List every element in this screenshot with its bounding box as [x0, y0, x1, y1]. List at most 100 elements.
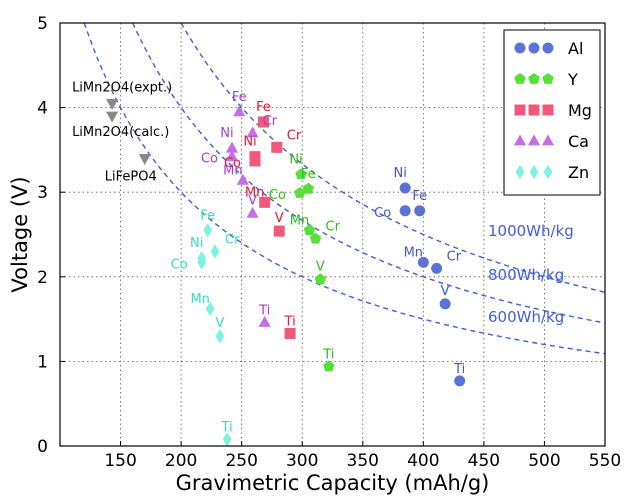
legend-label: Al [568, 39, 583, 58]
legend: Al Y Mg Ca Zn [503, 29, 601, 196]
energy-curves [83, 22, 606, 355]
y-tick-label: 0 [37, 437, 48, 457]
data-point-label: Fe [200, 208, 215, 223]
energy-curve-label: 800Wh/kg [488, 266, 564, 284]
data-point-ca [236, 173, 249, 185]
data-point-label: Ni [243, 135, 256, 150]
data-point-label: V [316, 259, 325, 274]
data-points [197, 105, 466, 447]
data-point-label: Mn [404, 245, 423, 260]
data-point-al [414, 205, 426, 217]
data-point-al [417, 256, 429, 268]
data-point-label: Ti [258, 303, 270, 318]
reference-point [138, 153, 151, 165]
data-point-mg [273, 225, 285, 237]
data-point-mg [259, 196, 271, 208]
data-point-zn [203, 223, 213, 238]
x-tick-label: 200 [165, 451, 197, 471]
data-point-label: Ti [284, 314, 296, 329]
data-point-label: Ti [322, 347, 334, 362]
data-point-y [314, 273, 327, 285]
legend-marker-zn [543, 164, 553, 180]
data-point-label: V [248, 193, 257, 208]
legend-label: Mg [568, 101, 592, 120]
data-point-label: Ni [393, 166, 406, 181]
energy-curve [83, 22, 606, 355]
legend-marker-ca [513, 134, 527, 146]
legend-label: Y [567, 70, 578, 89]
data-point-ca [246, 126, 259, 138]
reference-point-label: LiMn2O4(calc.) [72, 125, 169, 140]
data-point-label: Co [201, 152, 218, 167]
data-point-y [295, 168, 307, 180]
data-point-zn [222, 432, 232, 447]
data-point-label: Ti [221, 420, 233, 435]
legend-marker-ca [527, 134, 541, 146]
y-tick-label: 4 [37, 99, 48, 119]
data-point-zn [197, 255, 207, 270]
data-point-label: V [441, 284, 450, 299]
data-point-label: Fe [412, 189, 427, 204]
data-point-y [294, 187, 306, 198]
x-tick-label: 450 [468, 451, 500, 471]
legend-marker-y [542, 73, 554, 84]
data-point-label: V [215, 316, 224, 331]
x-tick-label: 350 [347, 451, 379, 471]
data-point-y [309, 232, 322, 244]
legend-marker-al [514, 42, 526, 54]
y-tick-label: 1 [37, 352, 48, 372]
data-point-mg [284, 327, 296, 339]
data-point-al [439, 298, 451, 310]
plot-frame [59, 22, 606, 447]
legend-marker-mg [514, 104, 526, 116]
x-tick-label: 300 [286, 451, 318, 471]
data-point-label: Mn [245, 185, 264, 200]
legend-marker-zn [529, 164, 539, 180]
legend-marker-y [528, 73, 540, 84]
data-point-label: Fe [232, 90, 247, 105]
data-point-label: Ni [220, 126, 233, 141]
data-point-label: Cr [447, 249, 462, 264]
data-point-mg [271, 141, 283, 153]
data-point-ca [225, 150, 239, 162]
y-axis-label: Voltage (V) [8, 176, 32, 292]
data-point-label: Ni [190, 236, 203, 251]
data-point-label: Cr [263, 114, 278, 129]
reference-point [106, 98, 119, 110]
data-point-label: V [275, 211, 284, 226]
data-point-label: Co [269, 188, 286, 203]
legend-label: Ca [568, 132, 589, 151]
data-point-label: Fe [301, 167, 316, 182]
data-point-ca [258, 315, 271, 327]
data-point-mg [257, 116, 269, 128]
reference-points: LiMn2O4(expt.) LiMn2O4(calc.) LiFePO4 [72, 80, 172, 184]
data-point-label: Co [374, 206, 391, 221]
data-point-label: Ni [289, 152, 302, 167]
data-point-ca [246, 206, 259, 218]
data-point-label: Cr [287, 128, 302, 143]
data-point-y [303, 224, 316, 236]
y-tick-label: 5 [37, 14, 48, 34]
data-point-zn [215, 328, 225, 344]
reference-point [106, 111, 119, 123]
legend-marker-ca [541, 134, 555, 146]
data-point-label: Fe [256, 100, 271, 115]
data-point-al [431, 262, 443, 274]
data-point-label: Mn [290, 213, 309, 228]
legend-marker-al [528, 42, 540, 54]
data-point-mg [249, 155, 261, 167]
data-point-zn [210, 244, 220, 259]
energy-curve [132, 22, 606, 324]
data-point-al [399, 182, 411, 194]
data-point-label: Co [224, 156, 241, 171]
legend-label: Zn [568, 163, 589, 182]
reference-point-label: LiFePO4 [105, 169, 157, 184]
reference-point-label: LiMn2O4(expt.) [72, 80, 172, 95]
energy-curve-labels: 1000Wh/kg 800Wh/kg 600Wh/kg [488, 222, 574, 326]
data-point-label: Mn [190, 292, 209, 307]
data-point-ca [225, 141, 239, 153]
x-tick-label: 150 [104, 451, 136, 471]
data-point-al [399, 205, 411, 217]
